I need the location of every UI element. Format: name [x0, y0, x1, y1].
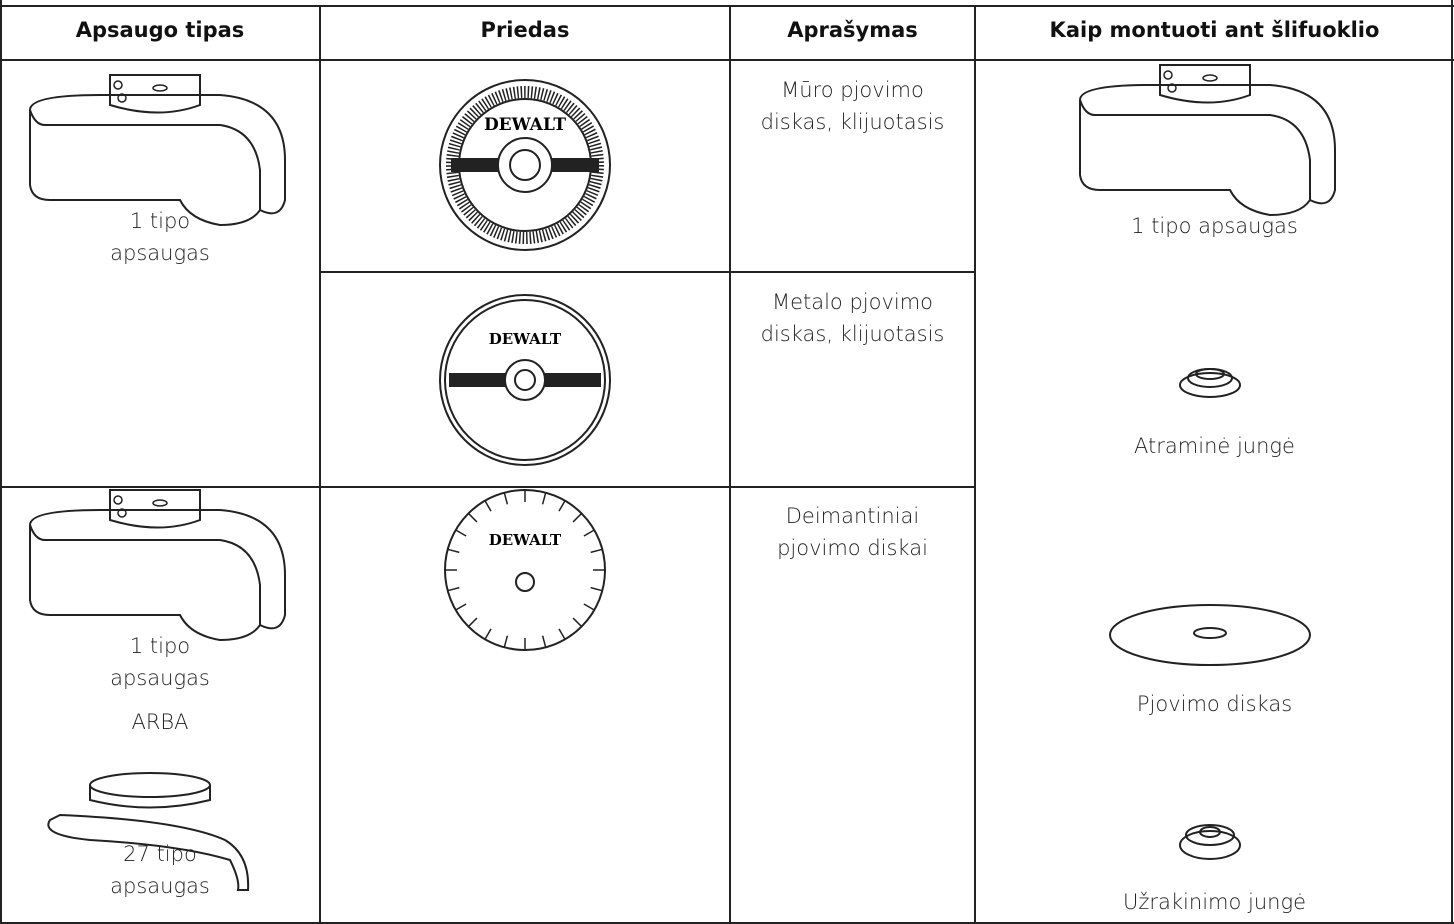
- guard-label: 1 tipo apsaugas: [110, 209, 210, 265]
- guard-label: ARBA: [131, 710, 189, 734]
- tooth: [558, 500, 566, 512]
- brand: DEWALT: [489, 330, 562, 348]
- tooth: [484, 500, 492, 512]
- tooth: [558, 628, 566, 640]
- mount-label: 1 tipo apsaugas: [1131, 214, 1298, 238]
- tooth: [583, 603, 595, 611]
- column-header: Priedas: [480, 18, 570, 42]
- description: Deimantiniai pjovimo diskai: [777, 504, 928, 560]
- tooth: [541, 635, 547, 648]
- tooth: [503, 492, 509, 505]
- column-header: Aprašymas: [787, 18, 918, 42]
- tooth: [447, 586, 460, 592]
- mount-label: Atraminė jungė: [1134, 434, 1295, 458]
- column-header: Kaip montuoti ant šlifuoklio: [1049, 18, 1380, 42]
- tooth: [572, 512, 583, 523]
- tooth: [541, 492, 547, 505]
- brand: DEWALT: [489, 531, 562, 549]
- tooth: [455, 603, 467, 611]
- tooth: [467, 512, 478, 523]
- tooth: [572, 617, 583, 628]
- tooth: [590, 548, 603, 554]
- tooth: [484, 628, 492, 640]
- guard-label: 1 tipo apsaugas: [110, 634, 210, 690]
- column-header: Apsaugo tipas: [75, 18, 245, 42]
- mount-label: Pjovimo diskas: [1136, 692, 1293, 716]
- tooth: [467, 617, 478, 628]
- tooth: [455, 529, 467, 537]
- description: Mūro pjovimo diskas, klijuotasis: [760, 78, 945, 134]
- guard-label: 27 tipo apsaugas: [110, 842, 210, 898]
- tooth: [590, 586, 603, 592]
- brand: DEWALT: [484, 115, 566, 135]
- tooth: [583, 529, 595, 537]
- tooth: [503, 635, 509, 648]
- tooth: [447, 548, 460, 554]
- description: Metalo pjovimo diskas, klijuotasis: [760, 290, 945, 346]
- mount-label: Užrakinimo jungė: [1123, 890, 1306, 914]
